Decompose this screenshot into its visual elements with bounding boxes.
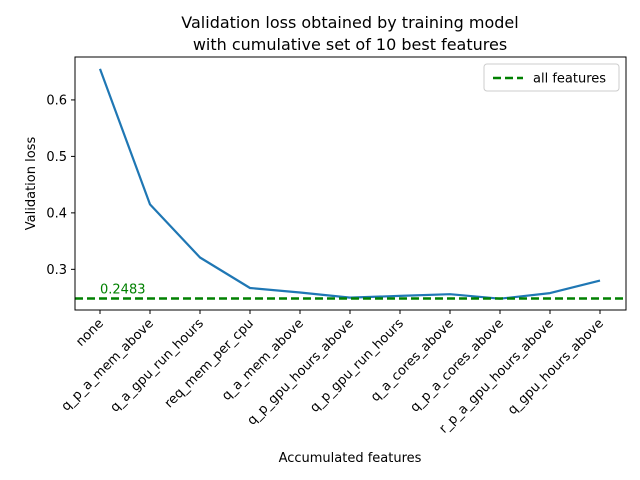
- legend-box: [483, 63, 620, 92]
- x-tick-label-q_p_a_cores_above: q_p_a_cores_above: [408, 316, 507, 415]
- y-axis-label: Validation loss: [24, 137, 39, 231]
- legend-label-all-features: all features: [533, 72, 606, 87]
- plot-area: 0.2483: [75, 68, 626, 300]
- y-tick-label: 0.3: [46, 263, 67, 278]
- chart-title-line-2: with cumulative set of 10 best features: [193, 35, 507, 54]
- chart-title-line-1: Validation loss obtained by training mod…: [181, 13, 518, 32]
- x-axis-label: Accumulated features: [279, 451, 422, 466]
- reference-value-label: 0.2483: [100, 283, 146, 298]
- y-axis: 0.3 0.4 0.5 0.6: [46, 93, 75, 278]
- plot-frame: [74, 56, 627, 311]
- x-axis: noneq_p_a_mem_aboveq_a_gpu_run_hoursreq_…: [59, 310, 607, 437]
- x-tick-label-q_a_cores_above: q_a_cores_above: [368, 316, 457, 405]
- x-tick-label-q_p_a_mem_above: q_p_a_mem_above: [59, 316, 157, 414]
- x-tick-label-q_p_gpu_run_hours: q_p_gpu_run_hours: [307, 316, 407, 416]
- y-tick-label: 0.6: [46, 93, 67, 108]
- x-tick-label-none: none: [73, 316, 107, 350]
- legend: all features: [483, 63, 620, 92]
- x-tick-label-req_mem_per_cpu: req_mem_per_cpu: [162, 316, 257, 411]
- y-tick-label: 0.5: [46, 150, 67, 165]
- series-line-0: [98, 68, 601, 300]
- y-tick-label: 0.4: [46, 206, 67, 221]
- x-tick-label-q_gpu_hours_above: q_gpu_hours_above: [505, 316, 607, 418]
- x-tick-label-q_a_gpu_run_hours: q_a_gpu_run_hours: [108, 316, 207, 415]
